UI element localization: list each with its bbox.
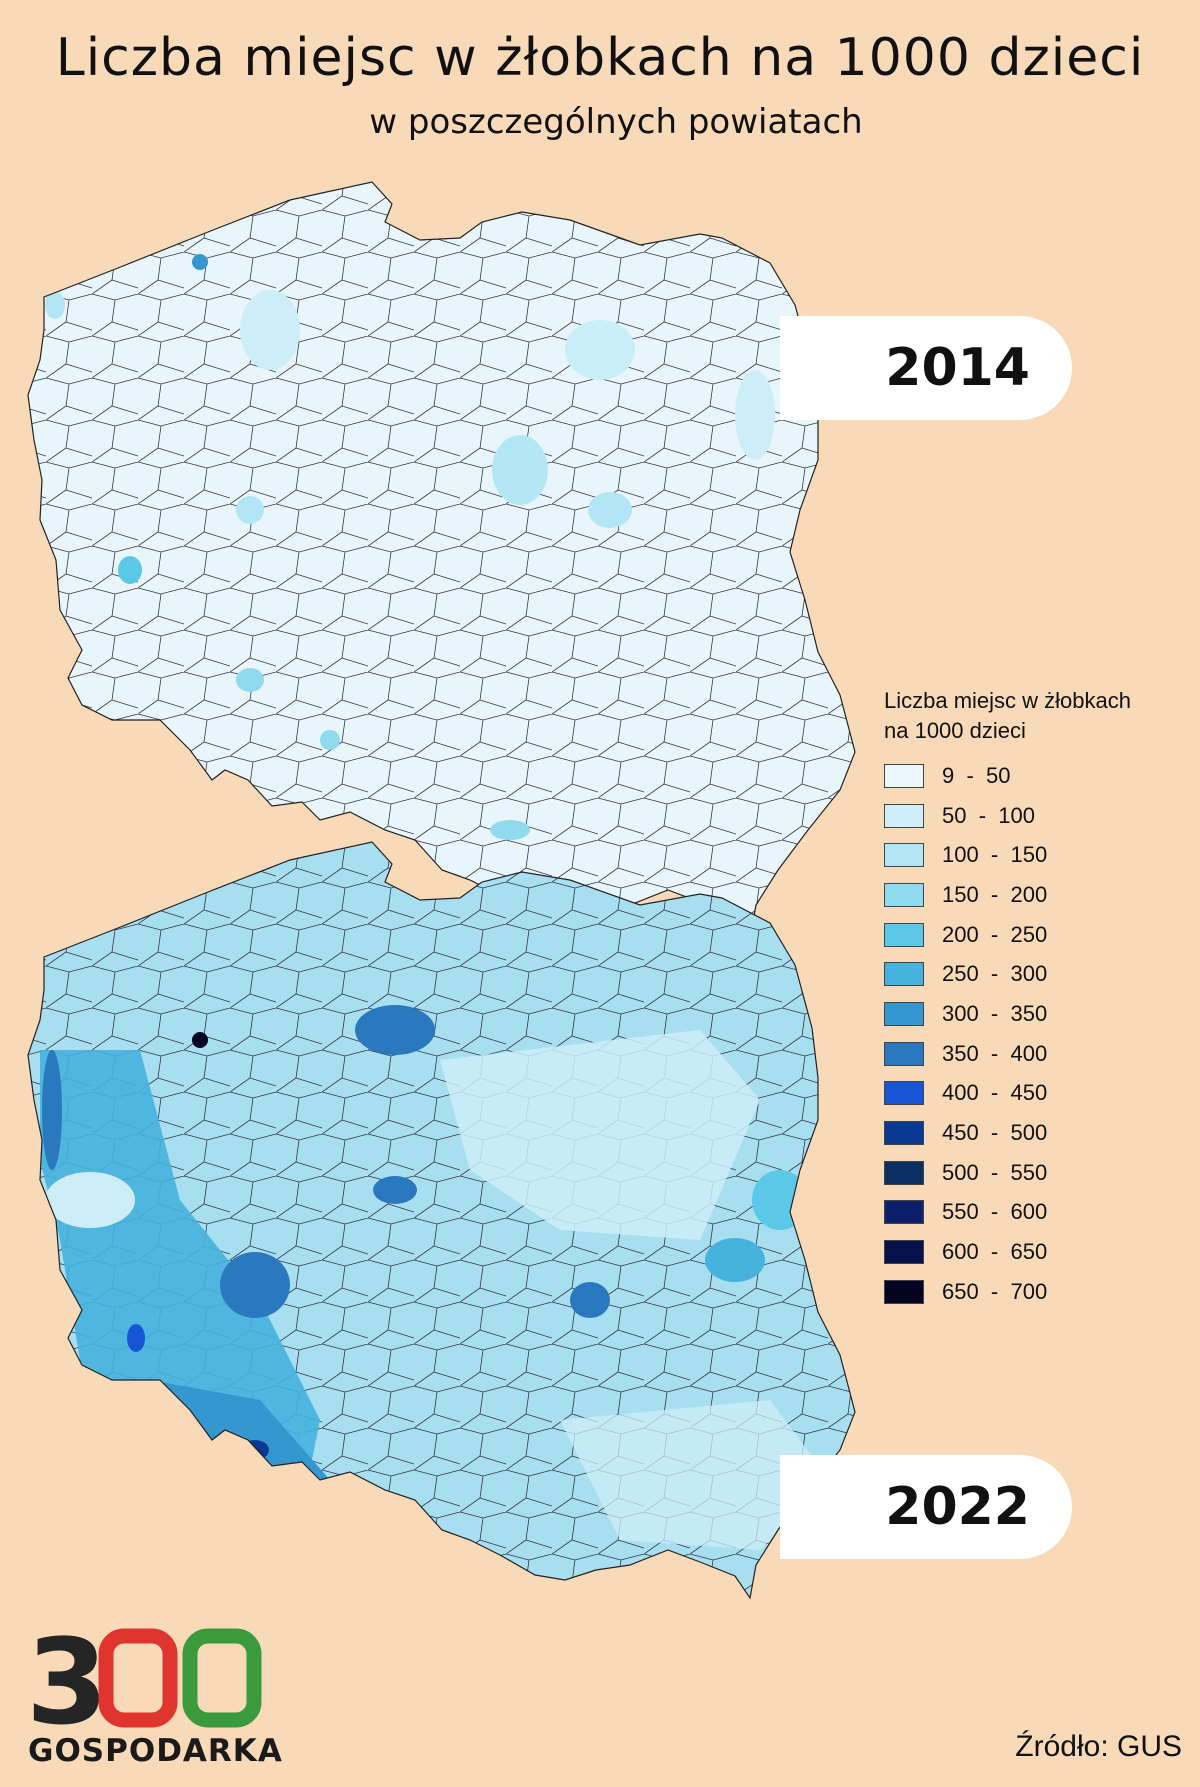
legend-title-line1: Liczba miejsc w żłobkach xyxy=(884,688,1131,713)
year-label-2014: 2014 xyxy=(780,316,1072,420)
legend-swatch xyxy=(884,1240,924,1265)
legend-swatch xyxy=(884,763,924,788)
legend-label: 450 - 500 xyxy=(942,1120,1048,1146)
legend-item: 9 - 50 xyxy=(884,756,1131,796)
page-subtitle: w poszczególnych powiatach xyxy=(369,102,863,142)
legend-label: 100 - 150 xyxy=(942,842,1048,868)
legend-items: 9 - 50 50 - 100 100 - 150 150 - 200 200 - 25… xyxy=(884,756,1131,1312)
legend-swatch xyxy=(884,1041,924,1066)
legend-item: 450 - 500 xyxy=(884,1113,1131,1153)
legend-label: 600 - 650 xyxy=(942,1239,1048,1265)
legend-label: 400 - 450 xyxy=(942,1080,1048,1106)
legend-label: 500 - 550 xyxy=(942,1159,1048,1185)
legend-swatch xyxy=(884,922,924,947)
map-2022 xyxy=(27,841,856,1599)
legend-item: 150 - 200 xyxy=(884,875,1131,915)
legend: Liczba miejsc w żłobkach na 1000 dzieci … xyxy=(884,686,1131,1312)
legend-item: 100 - 150 xyxy=(884,835,1131,875)
legend-swatch xyxy=(884,1200,924,1225)
legend-title-line2: na 1000 dzieci xyxy=(884,718,1026,743)
legend-label: 50 - 100 xyxy=(942,802,1035,828)
legend-swatch xyxy=(884,1279,924,1304)
source-note: Źródło: GUS xyxy=(1015,1730,1182,1763)
legend-item: 200 - 250 xyxy=(884,915,1131,955)
legend-label: 250 - 300 xyxy=(942,961,1048,987)
legend-swatch xyxy=(884,882,924,907)
legend-item: 600 - 650 xyxy=(884,1232,1131,1272)
year-label-2022: 2022 xyxy=(780,1455,1072,1559)
legend-item: 350 - 400 xyxy=(884,1034,1131,1074)
map-2014 xyxy=(27,181,856,939)
legend-swatch xyxy=(884,803,924,828)
logo-text: GOSPODARKA xyxy=(28,1733,283,1769)
legend-swatch xyxy=(884,1001,924,1026)
legend-item: 500 - 550 xyxy=(884,1153,1131,1193)
legend-label: 550 - 600 xyxy=(942,1199,1048,1225)
legend-swatch xyxy=(884,1081,924,1106)
legend-title: Liczba miejsc w żłobkach na 1000 dzieci xyxy=(884,686,1131,746)
legend-swatch xyxy=(884,962,924,987)
legend-item: 550 - 600 xyxy=(884,1193,1131,1233)
legend-item: 400 - 450 xyxy=(884,1074,1131,1114)
legend-swatch xyxy=(884,843,924,868)
page-title: Liczba miejsc w żłobkach na 1000 dzieci xyxy=(55,28,1145,88)
legend-label: 9 - 50 xyxy=(942,762,1011,788)
legend-label: 350 - 400 xyxy=(942,1040,1048,1066)
logo-300-graphic: 3 xyxy=(26,1613,262,1751)
legend-item: 300 - 350 xyxy=(884,994,1131,1034)
legend-item: 650 - 700 xyxy=(884,1272,1131,1312)
legend-label: 200 - 250 xyxy=(942,921,1048,947)
legend-label: 650 - 700 xyxy=(942,1278,1048,1304)
legend-item: 250 - 300 xyxy=(884,954,1131,994)
svg-text:3: 3 xyxy=(26,1613,108,1751)
legend-label: 300 - 350 xyxy=(942,1000,1048,1026)
legend-swatch xyxy=(884,1160,924,1185)
legend-swatch xyxy=(884,1121,924,1146)
legend-label: 150 - 200 xyxy=(942,881,1048,907)
legend-item: 50 - 100 xyxy=(884,796,1131,836)
